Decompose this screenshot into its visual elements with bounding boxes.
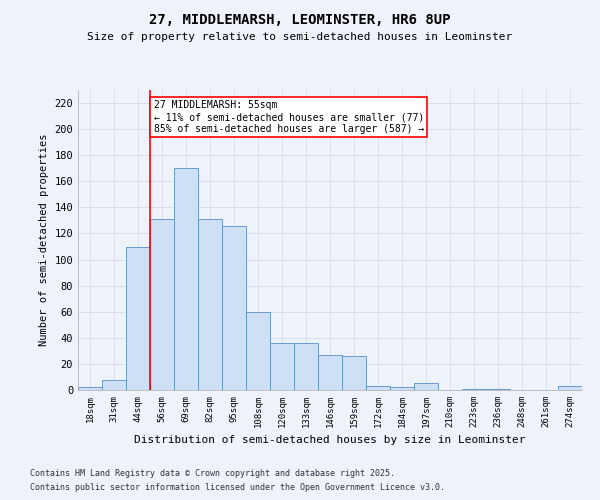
Bar bbox=[270, 343, 294, 390]
Bar bbox=[414, 384, 438, 390]
Bar bbox=[294, 343, 318, 390]
Bar bbox=[222, 226, 246, 390]
Bar bbox=[462, 388, 486, 390]
Bar bbox=[558, 386, 582, 390]
Text: 27, MIDDLEMARSH, LEOMINSTER, HR6 8UP: 27, MIDDLEMARSH, LEOMINSTER, HR6 8UP bbox=[149, 12, 451, 26]
Bar bbox=[126, 246, 150, 390]
Bar bbox=[318, 355, 342, 390]
X-axis label: Distribution of semi-detached houses by size in Leominster: Distribution of semi-detached houses by … bbox=[134, 436, 526, 446]
Text: Contains HM Land Registry data © Crown copyright and database right 2025.: Contains HM Land Registry data © Crown c… bbox=[30, 468, 395, 477]
Bar bbox=[246, 312, 270, 390]
Bar bbox=[390, 388, 414, 390]
Text: Contains public sector information licensed under the Open Government Licence v3: Contains public sector information licen… bbox=[30, 484, 445, 492]
Bar bbox=[78, 388, 102, 390]
Bar bbox=[366, 386, 390, 390]
Bar bbox=[198, 219, 222, 390]
Bar bbox=[150, 219, 174, 390]
Bar bbox=[174, 168, 198, 390]
Y-axis label: Number of semi-detached properties: Number of semi-detached properties bbox=[39, 134, 49, 346]
Bar bbox=[342, 356, 366, 390]
Bar bbox=[486, 388, 510, 390]
Bar bbox=[102, 380, 126, 390]
Text: 27 MIDDLEMARSH: 55sqm
← 11% of semi-detached houses are smaller (77)
85% of semi: 27 MIDDLEMARSH: 55sqm ← 11% of semi-deta… bbox=[154, 100, 424, 134]
Text: Size of property relative to semi-detached houses in Leominster: Size of property relative to semi-detach… bbox=[88, 32, 512, 42]
